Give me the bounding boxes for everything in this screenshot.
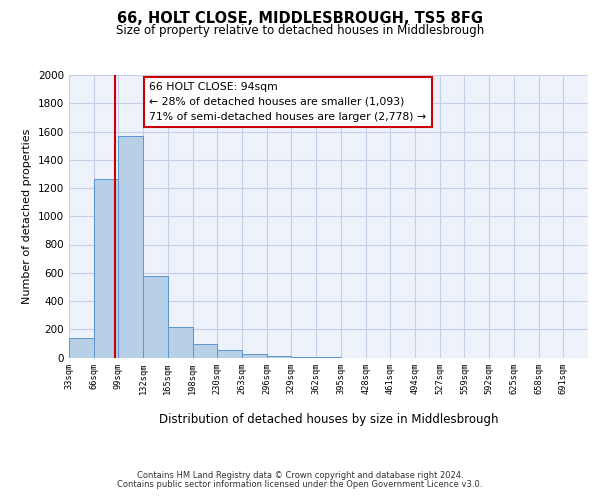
Bar [217, 350, 242, 358]
Text: Contains public sector information licensed under the Open Government Licence v3: Contains public sector information licen… [118, 480, 482, 489]
Bar [292, 357, 316, 358]
Y-axis label: Number of detached properties: Number of detached properties [22, 128, 32, 304]
Bar [69, 338, 94, 357]
Bar [94, 179, 118, 358]
Text: Contains HM Land Registry data © Crown copyright and database right 2024.: Contains HM Land Registry data © Crown c… [137, 471, 463, 480]
Text: Size of property relative to detached houses in Middlesbrough: Size of property relative to detached ho… [116, 24, 484, 37]
Text: 66, HOLT CLOSE, MIDDLESBROUGH, TS5 8FG: 66, HOLT CLOSE, MIDDLESBROUGH, TS5 8FG [117, 11, 483, 26]
Text: 66 HOLT CLOSE: 94sqm
← 28% of detached houses are smaller (1,093)
71% of semi-de: 66 HOLT CLOSE: 94sqm ← 28% of detached h… [149, 82, 427, 122]
Bar [118, 136, 143, 358]
Bar [267, 356, 292, 358]
Bar [242, 354, 267, 358]
Bar [193, 344, 217, 358]
Bar [168, 327, 193, 358]
Bar [143, 276, 168, 357]
Text: Distribution of detached houses by size in Middlesbrough: Distribution of detached houses by size … [159, 412, 499, 426]
